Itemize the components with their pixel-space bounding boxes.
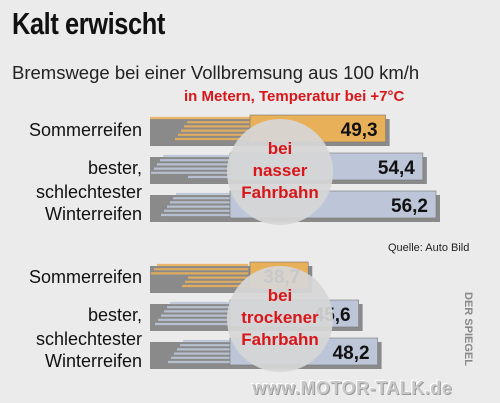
chart-subtitle: Bremswege bei einer Vollbremsung aus 100…	[12, 62, 420, 83]
category-label: Winterreifen	[45, 204, 142, 224]
group-label: Fahrbahn	[241, 330, 318, 349]
category-label: schlechtester	[36, 182, 142, 202]
group-label: bei	[268, 139, 293, 158]
group-label: trockener	[241, 308, 319, 327]
category-label: bester,	[88, 305, 142, 325]
group-circle	[227, 119, 333, 225]
chart-title: Kalt erwischt	[12, 6, 165, 41]
bar-value-label: 49,3	[341, 120, 378, 141]
group-label: Fahrbahn	[241, 183, 318, 202]
bar-value-label: 56,2	[391, 196, 428, 217]
category-label: Winterreifen	[45, 351, 142, 371]
category-label: schlechtester	[36, 329, 142, 349]
category-label: Sommerreifen	[29, 120, 142, 140]
bar-outline	[229, 190, 437, 219]
category-label: bester,	[88, 158, 142, 178]
group-circle	[227, 266, 333, 372]
group-label: nasser	[253, 161, 308, 180]
watermark: www.MOTOR-TALK.de	[252, 378, 453, 398]
bar-value-label: 48,2	[333, 343, 370, 364]
category-label: Sommerreifen	[29, 267, 142, 287]
source-note: Quelle: Auto Bild	[388, 242, 470, 254]
group-label: bei	[268, 286, 293, 305]
bar-value-label: 54,4	[378, 158, 415, 179]
unit-note: in Metern, Temperatur bei +7°C	[184, 88, 405, 105]
credit-label: DER SPIEGEL	[462, 292, 474, 366]
